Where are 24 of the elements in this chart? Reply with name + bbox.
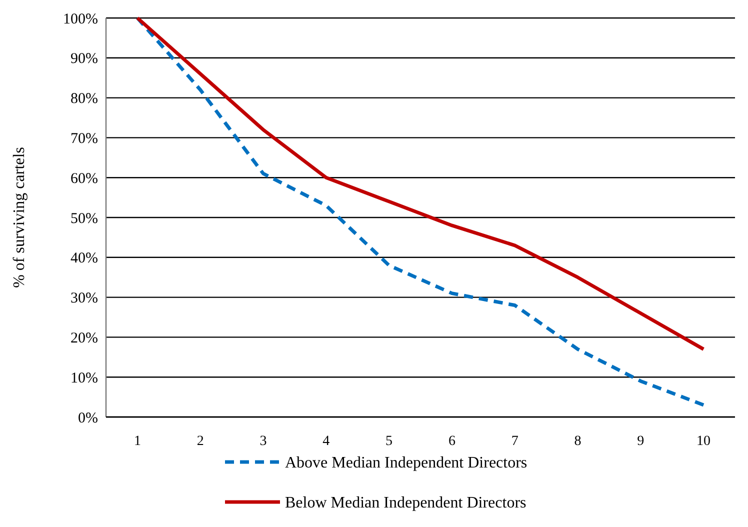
- y-tick-label: 80%: [70, 91, 98, 108]
- x-tick-label: 9: [637, 434, 644, 449]
- y-axis-title: % of surviving cartels: [11, 147, 28, 288]
- x-tick-label: 1: [134, 434, 141, 449]
- y-tick-label: 60%: [70, 170, 98, 187]
- y-tick-label: 70%: [70, 130, 98, 147]
- y-tick-label: 100%: [63, 11, 98, 28]
- x-tick-label: 7: [511, 434, 518, 449]
- x-tick-label: 3: [260, 434, 267, 449]
- y-tick-label: 40%: [70, 250, 98, 267]
- y-tick-label: 50%: [70, 210, 98, 227]
- legend-label: Above Median Independent Directors: [285, 454, 528, 472]
- x-tick-label: 8: [574, 434, 582, 449]
- y-tick-label: 20%: [70, 330, 98, 346]
- x-tick-label: 6: [448, 434, 456, 449]
- y-tick-label: 10%: [70, 370, 98, 386]
- y-tick-label: 30%: [70, 290, 98, 307]
- x-tick-label: 10: [696, 434, 711, 449]
- legend-label: Below Median Independent Directors: [285, 494, 526, 512]
- x-tick-label: 2: [196, 434, 204, 449]
- x-tick-label: 5: [386, 434, 393, 449]
- x-tick-label: 4: [322, 434, 330, 449]
- y-tick-label: 0%: [78, 410, 98, 426]
- y-tick-label: 90%: [70, 51, 98, 68]
